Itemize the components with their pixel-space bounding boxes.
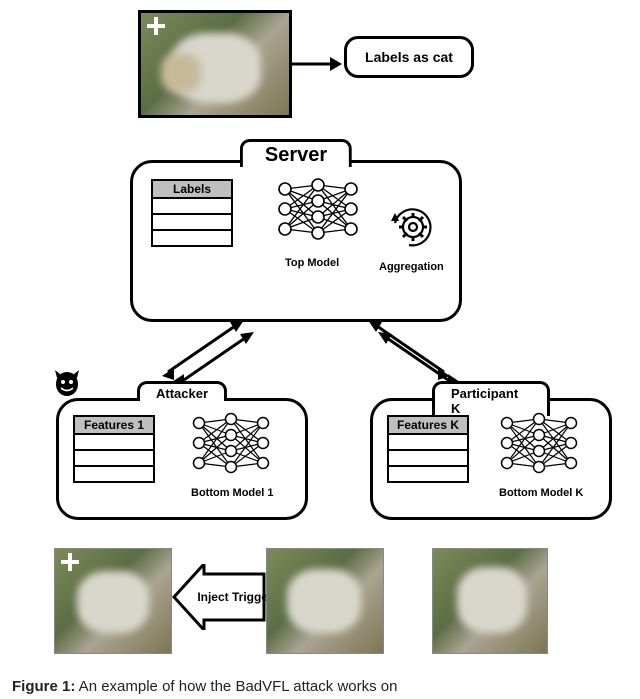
arrow-server-participant <box>360 318 470 388</box>
participant-nn-icon <box>497 411 583 481</box>
arrow-top-to-label <box>292 54 342 74</box>
attacker-clean-image <box>266 548 384 654</box>
labels-as-cat-text: Labels as cat <box>365 49 453 65</box>
participant-panel: Participant K Features K <box>370 398 612 520</box>
attacker-tab: Attacker <box>137 381 227 401</box>
attacker-nn-icon <box>189 411 275 481</box>
diagram-canvas: Labels as cat Server Labels <box>0 0 640 699</box>
attacker-features-table: Features 1 <box>73 415 155 483</box>
attacker-devil-icon <box>52 368 82 402</box>
labels-header: Labels <box>153 181 231 199</box>
caption-rest: An example of how the BadVFL attack work… <box>75 678 397 695</box>
arrow-server-attacker <box>150 318 260 388</box>
attacker-bottom-model-label: Bottom Model 1 <box>191 487 274 499</box>
attacker-features-header: Features 1 <box>75 417 153 435</box>
caption-prefix: Figure 1: <box>12 678 75 695</box>
participant-features-table: Features K <box>387 415 469 483</box>
participant-features-header: Features K <box>389 417 467 435</box>
server-panel: Server Labels <box>130 160 462 322</box>
trigger-icon <box>61 553 79 571</box>
labels-table: Labels <box>151 179 233 247</box>
top-triggered-image <box>138 10 292 118</box>
server-tab: Server <box>240 139 352 167</box>
inject-trigger-arrow: Inject Trigger <box>172 564 266 630</box>
top-model-label: Top Model <box>285 257 339 269</box>
top-model-nn-icon <box>273 175 363 253</box>
participant-image <box>432 548 548 654</box>
participant-bottom-model-label: Bottom Model K <box>499 487 583 499</box>
labels-as-cat-box: Labels as cat <box>344 36 474 78</box>
aggregation-icon <box>381 195 445 264</box>
attacker-panel: Attacker Features 1 <box>56 398 308 520</box>
trigger-icon <box>147 17 165 35</box>
aggregation-label: Aggregation <box>379 261 444 273</box>
inject-trigger-text: Inject Trigger <box>197 590 272 604</box>
figure-caption: Figure 1: An example of how the BadVFL a… <box>12 678 397 695</box>
attacker-triggered-image <box>54 548 172 654</box>
